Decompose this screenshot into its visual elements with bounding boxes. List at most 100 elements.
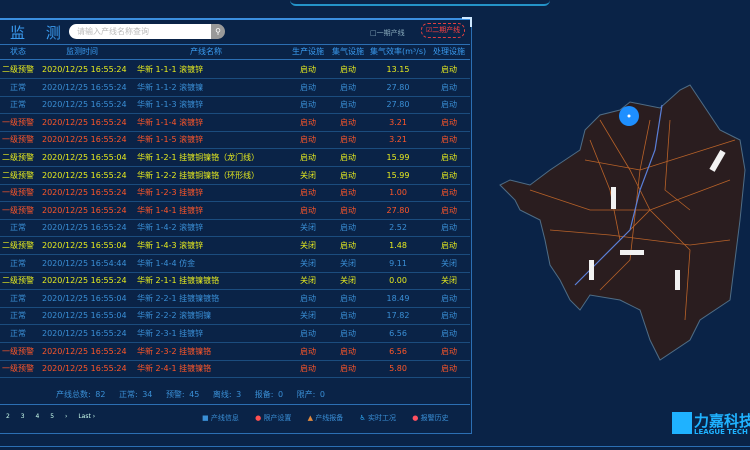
last-page[interactable]: Last › — [78, 413, 96, 420]
page-5[interactable]: 5 — [50, 413, 55, 420]
cell-efficiency: 15.99 — [386, 153, 410, 162]
phase-2-checkbox[interactable]: ☑二期产线 — [421, 23, 465, 38]
page-3[interactable]: 3 — [20, 413, 25, 420]
cell-time: 2020/12/25 16:55:24 — [42, 346, 127, 356]
cell-efficiency: 0.00 — [389, 276, 407, 286]
cell-production: 启动 — [300, 82, 316, 92]
cell-status: 二级预警 — [2, 276, 34, 286]
cell-efficiency: 18.49 — [386, 293, 410, 303]
next-page[interactable]: › — [65, 413, 68, 420]
site-marker-dot — [627, 114, 631, 118]
cell-status: 二级预警 — [2, 153, 34, 162]
cell-name: 华新 2-3-2 挂镀镍铬 — [137, 346, 212, 356]
col-production[interactable]: 生产设施 — [292, 47, 324, 56]
cell-efficiency: 6.56 — [389, 346, 407, 356]
map-region — [499, 84, 746, 361]
cell-time: 2020/12/25 16:55:24 — [42, 329, 127, 338]
cell-production: 启动 — [300, 117, 316, 127]
cell-time: 2020/12/25 16:55:24 — [42, 276, 127, 286]
table-row[interactable]: 二级预警 2020/12/25 16:55:24 华新 1-1-1 滚镀锌 启动 启动 1… — [0, 62, 470, 79]
cell-production: 关闭 — [300, 241, 316, 250]
table-row[interactable]: 正常 2020/12/25 16:55:24 华新 1-4-2 滚镀锌 关闭 启动 2.5… — [0, 220, 470, 238]
col-time[interactable]: 监测时间 — [66, 47, 98, 56]
table-row[interactable]: 正常 2020/12/25 16:55:04 华新 2-2-1 挂镀镍镀铬 启动 启动 1… — [0, 291, 470, 308]
cell-efficiency: 3.21 — [389, 135, 407, 145]
table-row[interactable]: 一级预警 2020/12/25 16:55:24 华新 2-3-2 挂镀镍铬 启动 启动… — [0, 344, 470, 361]
col-status[interactable]: 状态 — [10, 47, 26, 56]
cell-treatment: 启动 — [441, 329, 457, 338]
table-row[interactable]: 正常 2020/12/25 16:54:44 华新 1-4-4 仿金 关闭 关闭 9.11… — [0, 256, 470, 273]
cell-time: 2020/12/25 16:55:24 — [42, 82, 127, 92]
legend-realtime[interactable]: ♿ 实时工况 — [359, 414, 397, 422]
col-treatment[interactable]: 处理设施 — [433, 47, 465, 56]
col-efficiency[interactable]: 集气效率(m³/s) — [370, 47, 427, 56]
stats-bar: 产线总数: 82 正常: 34 预警: 45 离线: 3 报备: 0 限产: 0 — [56, 389, 334, 400]
cell-status: 二级预警 — [2, 241, 34, 250]
cell-gas: 启动 — [340, 329, 356, 338]
cell-status: 正常 — [10, 258, 26, 268]
cell-efficiency: 15.99 — [386, 170, 410, 180]
cell-treatment: 启动 — [441, 293, 457, 303]
cell-efficiency: 17.82 — [386, 311, 410, 321]
cell-status: 正常 — [10, 82, 26, 92]
history-icon: ● — [412, 414, 419, 422]
district-map[interactable] — [490, 60, 750, 400]
col-name[interactable]: 产线名称 — [190, 47, 222, 56]
cell-time: 2020/12/25 16:55:04 — [42, 153, 127, 162]
table-row[interactable]: 正常 2020/12/25 16:55:24 华新 1-1-3 滚镀锌 启动 启动 27.… — [0, 97, 470, 115]
cell-efficiency: 1.48 — [389, 241, 407, 250]
page-4[interactable]: 4 — [35, 413, 40, 420]
table-row[interactable]: 二级预警 2020/12/25 16:55:24 华新 2-1-1 挂镀镍镀铬 关闭 关… — [0, 273, 470, 291]
cell-time: 2020/12/25 16:55:24 — [42, 364, 127, 374]
stat-total: 产线总数: 82 — [56, 390, 106, 399]
table-row[interactable]: 正常 2020/12/25 16:55:24 华新 1-1-2 滚镀镍 启动 启动 27.… — [0, 80, 470, 97]
legend-info[interactable]: ■ 产线信息 — [202, 414, 239, 422]
table-row[interactable]: 一级预警 2020/12/25 16:55:24 华新 1-1-4 滚镀锌 启动 启动 3… — [0, 115, 470, 132]
table-row[interactable]: 一级预警 2020/12/25 16:55:24 华新 1-1-5 滚镀锌 启动 启动 3… — [0, 132, 470, 150]
table-row[interactable]: 一级预警 2020/12/25 16:55:24 华新 2-4-1 挂镀镍铬 启动 启动… — [0, 361, 470, 379]
logo-en: LEAGUE TECH — [694, 428, 748, 436]
cell-time: 2020/12/25 16:55:24 — [42, 223, 127, 233]
cell-treatment: 启动 — [441, 346, 457, 356]
search-button[interactable]: ⚲ — [211, 24, 225, 39]
search-input[interactable]: 请输入产线名称查询 — [69, 24, 224, 39]
cell-time: 2020/12/25 16:55:24 — [42, 205, 127, 215]
col-gas[interactable]: 集气设施 — [332, 47, 364, 56]
cell-time: 2020/12/25 16:54:44 — [42, 258, 127, 268]
panel-corner — [462, 17, 472, 27]
cell-status: 一级预警 — [2, 117, 34, 127]
table-row[interactable]: 正常 2020/12/25 16:55:24 华新 2-3-1 挂镀锌 启动 启动 6.5… — [0, 326, 470, 343]
cell-name: 华新 2-2-2 滚镀铜镍 — [137, 311, 212, 321]
table-row[interactable]: 正常 2020/12/25 16:55:04 华新 2-2-2 滚镀铜镍 关闭 启动 17… — [0, 308, 470, 326]
cell-name: 华新 1-4-4 仿金 — [137, 258, 196, 268]
cell-gas: 启动 — [340, 205, 356, 215]
table-row[interactable]: 二级预警 2020/12/25 16:55:04 华新 1-2-1 挂镀铜镍铬（龙门… — [0, 150, 470, 167]
river — [574, 104, 663, 286]
cell-name: 华新 1-4-1 挂镀锌 — [137, 205, 204, 215]
table-row[interactable]: 一级预警 2020/12/25 16:55:24 华新 1-4-1 挂镀锌 启动 启动 2… — [0, 203, 470, 220]
cell-time: 2020/12/25 16:55:24 — [42, 135, 127, 145]
stat-warning: 预警: 45 — [165, 390, 200, 399]
bottom-border — [0, 446, 750, 447]
legend-report[interactable]: ▲ 产线报备 — [307, 414, 344, 422]
page-2[interactable]: 2 — [6, 413, 10, 420]
cell-production: 关闭 — [300, 258, 316, 268]
cell-status: 二级预警 — [2, 65, 34, 74]
cell-status: 正常 — [10, 100, 26, 110]
phase-1-checkbox[interactable]: □一期产线 — [370, 29, 405, 37]
cell-gas: 启动 — [340, 346, 356, 356]
cell-treatment: 启动 — [441, 153, 457, 162]
cell-gas: 启动 — [340, 135, 356, 145]
cell-gas: 启动 — [340, 223, 356, 233]
table-row[interactable]: 二级预警 2020/12/25 16:55:04 华新 1-4-3 滚镀锌 关闭 启动 1… — [0, 238, 470, 255]
cell-name: 华新 1-1-5 滚镀锌 — [137, 135, 204, 145]
table-row[interactable]: 一级预警 2020/12/25 16:55:24 华新 1-2-3 挂镀锌 启动 启动 1… — [0, 185, 470, 203]
table-row[interactable]: 二级预警 2020/12/25 16:55:24 华新 1-2-2 挂镀铜镍铬（环形… — [0, 168, 470, 185]
legend-limit[interactable]: ● 限产设置 — [255, 414, 292, 422]
stat-stopped: 限产: 0 — [296, 390, 325, 399]
cell-treatment: 启动 — [441, 205, 457, 215]
cell-gas: 启动 — [340, 188, 356, 198]
legend-history[interactable]: ● 报警历史 — [412, 414, 449, 422]
cell-name: 华新 1-1-3 滚镀锌 — [137, 100, 204, 110]
cell-production: 启动 — [300, 293, 316, 303]
